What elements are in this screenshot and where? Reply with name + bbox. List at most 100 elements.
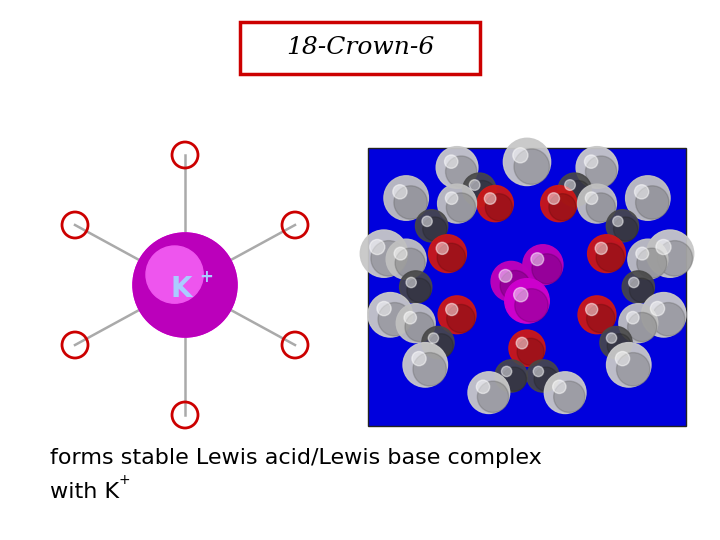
Circle shape: [606, 342, 651, 387]
Circle shape: [133, 233, 237, 337]
Circle shape: [586, 193, 616, 222]
Circle shape: [606, 333, 617, 343]
Circle shape: [403, 342, 448, 387]
Circle shape: [554, 381, 585, 413]
Circle shape: [647, 230, 694, 277]
Circle shape: [618, 303, 658, 342]
Circle shape: [607, 334, 631, 358]
Circle shape: [161, 261, 209, 309]
Circle shape: [549, 194, 576, 221]
Circle shape: [151, 251, 219, 319]
Circle shape: [477, 381, 508, 413]
Circle shape: [576, 146, 618, 188]
Circle shape: [485, 193, 496, 204]
Circle shape: [371, 241, 406, 276]
Circle shape: [515, 289, 548, 322]
Circle shape: [384, 176, 428, 220]
Circle shape: [156, 256, 214, 314]
Circle shape: [477, 186, 513, 221]
Circle shape: [148, 248, 222, 322]
Text: K: K: [170, 275, 192, 303]
Circle shape: [565, 180, 590, 206]
Circle shape: [400, 271, 432, 303]
Circle shape: [636, 247, 649, 260]
Circle shape: [150, 249, 220, 321]
Circle shape: [154, 254, 216, 316]
Circle shape: [558, 173, 591, 206]
Circle shape: [395, 248, 426, 278]
Circle shape: [629, 278, 639, 288]
Circle shape: [616, 353, 650, 386]
Circle shape: [628, 313, 657, 342]
Circle shape: [514, 149, 549, 184]
Circle shape: [469, 180, 480, 191]
Circle shape: [616, 352, 630, 366]
Circle shape: [436, 242, 449, 254]
Circle shape: [636, 248, 667, 278]
Circle shape: [393, 185, 407, 199]
Circle shape: [146, 246, 224, 324]
Circle shape: [477, 380, 490, 394]
Circle shape: [446, 156, 477, 187]
Circle shape: [613, 216, 623, 226]
Circle shape: [585, 192, 598, 204]
Circle shape: [587, 305, 615, 333]
Circle shape: [143, 243, 227, 327]
Circle shape: [370, 239, 385, 254]
Circle shape: [423, 217, 447, 241]
Circle shape: [513, 148, 528, 163]
Circle shape: [534, 367, 558, 392]
Circle shape: [553, 380, 566, 394]
Circle shape: [585, 156, 617, 187]
Circle shape: [500, 271, 530, 300]
Circle shape: [406, 278, 416, 288]
Circle shape: [412, 352, 426, 366]
Circle shape: [564, 180, 575, 191]
Circle shape: [541, 186, 577, 221]
Circle shape: [413, 353, 446, 386]
Circle shape: [438, 296, 476, 334]
Circle shape: [595, 242, 607, 254]
Circle shape: [527, 360, 559, 392]
Circle shape: [656, 239, 671, 254]
Circle shape: [626, 312, 639, 324]
Text: with K: with K: [50, 482, 119, 502]
Circle shape: [548, 193, 559, 204]
Circle shape: [634, 185, 649, 199]
Circle shape: [436, 146, 478, 188]
Circle shape: [532, 254, 562, 284]
Circle shape: [135, 235, 235, 335]
Circle shape: [516, 338, 528, 349]
Circle shape: [585, 303, 598, 315]
Circle shape: [407, 278, 431, 302]
Circle shape: [468, 372, 510, 414]
Circle shape: [585, 155, 598, 168]
Circle shape: [628, 239, 668, 279]
Circle shape: [513, 288, 528, 302]
Circle shape: [578, 296, 616, 334]
Bar: [240, 22, 480, 74]
Circle shape: [600, 327, 632, 359]
Circle shape: [404, 312, 416, 324]
Circle shape: [503, 138, 551, 186]
Circle shape: [499, 269, 512, 282]
Circle shape: [509, 330, 545, 366]
Circle shape: [428, 333, 438, 343]
Circle shape: [378, 302, 411, 336]
Text: forms stable Lewis acid/Lewis base complex: forms stable Lewis acid/Lewis base compl…: [50, 448, 541, 468]
Circle shape: [626, 176, 670, 220]
Circle shape: [415, 210, 448, 242]
Circle shape: [544, 372, 586, 414]
Circle shape: [470, 180, 495, 206]
Text: +: +: [118, 473, 130, 487]
Bar: [368, 148, 686, 426]
Circle shape: [534, 366, 544, 376]
Circle shape: [386, 239, 426, 279]
Circle shape: [158, 258, 212, 312]
Circle shape: [577, 184, 616, 223]
Circle shape: [438, 184, 477, 223]
Circle shape: [140, 240, 230, 330]
Circle shape: [153, 253, 217, 318]
Circle shape: [146, 246, 203, 303]
Circle shape: [642, 293, 686, 337]
